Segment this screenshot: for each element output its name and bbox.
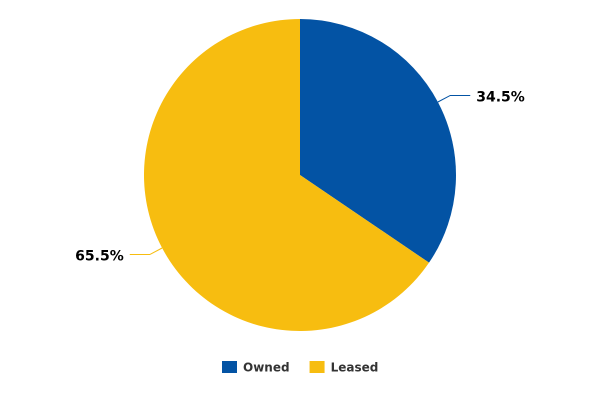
legend-swatch xyxy=(309,361,325,373)
data-label: 65.5% xyxy=(75,249,124,265)
connector xyxy=(129,247,163,256)
legend-swatch xyxy=(222,361,237,373)
connector xyxy=(437,94,471,103)
legend-label: Leased xyxy=(331,361,379,375)
legend-label: Owned xyxy=(243,361,290,375)
data-label: 34.5% xyxy=(476,89,525,105)
pie-slice xyxy=(143,19,430,331)
pie-slice xyxy=(300,19,456,263)
